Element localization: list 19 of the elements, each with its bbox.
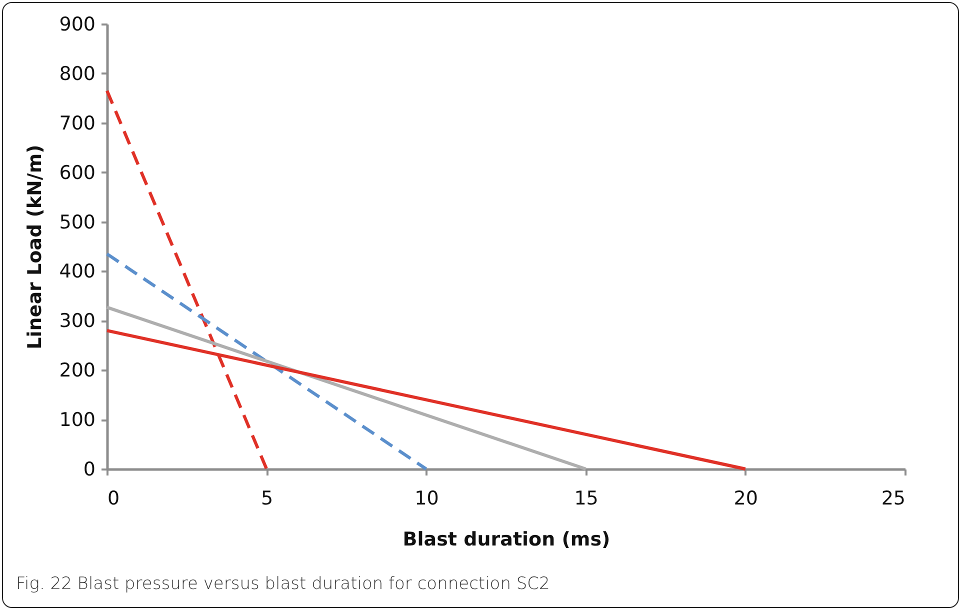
- x-tick-label: 0: [108, 488, 120, 510]
- y-tick-label: 700: [59, 112, 96, 134]
- y-tick-label: 200: [59, 360, 96, 382]
- y-tick-label: 100: [59, 409, 96, 432]
- caption: Fig. 22 Blast pressure versus blast duration for connection SC2: [16, 574, 550, 594]
- x-axis-title: Blast duration (ms): [402, 528, 610, 550]
- x-tick-label: 20: [734, 488, 758, 510]
- y-tick-label: 800: [59, 62, 96, 85]
- y-tick-label: 900: [59, 14, 96, 36]
- x-tick-label: 10: [414, 488, 439, 510]
- y-axis-title: Linear Load (kN/m): [24, 144, 46, 350]
- x-tick-label: 15: [574, 488, 598, 510]
- y-tick-label: 400: [59, 260, 96, 283]
- x-tick-label: 5: [261, 488, 274, 510]
- y-tick-label: 300: [59, 310, 96, 332]
- x-tick-label: 25: [881, 488, 906, 510]
- y-tick-label: 0: [83, 458, 96, 480]
- y-tick-label: 600: [59, 162, 96, 184]
- y-tick-label: 500: [59, 211, 96, 234]
